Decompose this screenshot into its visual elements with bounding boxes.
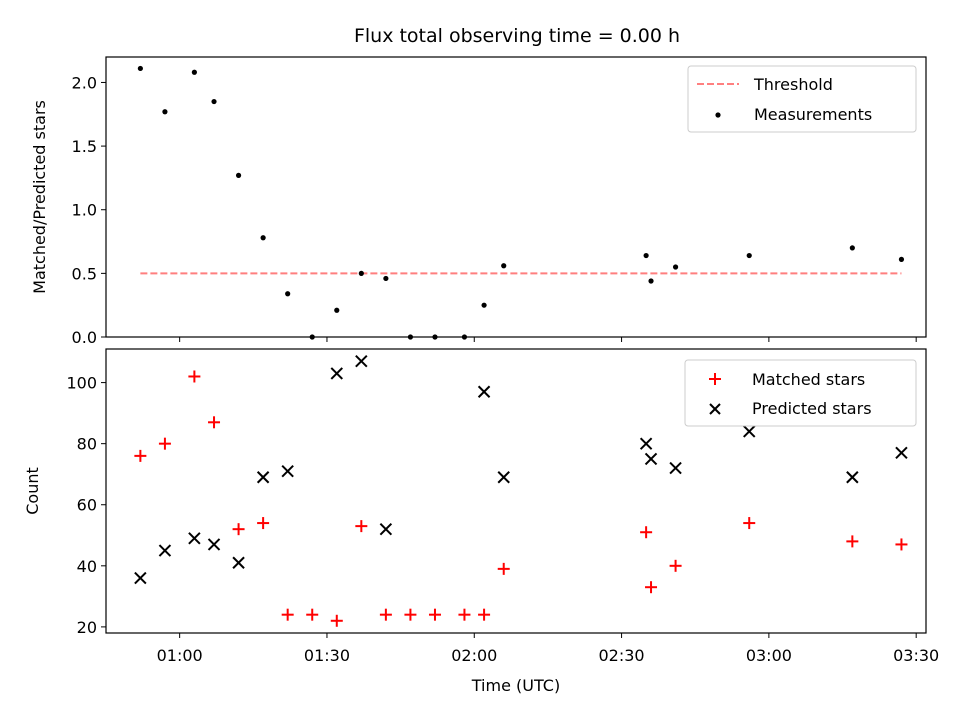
matched-stars-point	[497, 562, 510, 575]
legend-measurements-label: Measurements	[754, 105, 872, 124]
matched-stars-point	[306, 608, 319, 621]
y-tick-label: 60	[77, 496, 97, 515]
matched-stars-point	[640, 526, 653, 539]
measurement-point	[235, 172, 242, 178]
matched-stars-point	[330, 614, 343, 627]
matched-stars-point	[428, 608, 441, 621]
matched-stars-point	[895, 538, 908, 551]
measurement-point	[648, 278, 654, 284]
legend-measurements-swatch	[715, 112, 721, 118]
measurement-point	[643, 252, 649, 259]
measurement-point	[481, 302, 487, 308]
predicted-stars-point	[281, 464, 294, 478]
y-tick-label: 1.0	[72, 201, 97, 220]
top-legend: Threshold Measurements	[687, 65, 917, 133]
measurement-point	[285, 291, 291, 297]
predicted-stars-point	[477, 385, 491, 398]
x-tick-label: 01:30	[304, 646, 350, 665]
predicted-stars-point	[355, 355, 368, 368]
predicted-stars-point	[134, 571, 147, 585]
bottom-axis-ticks: 20 40 60 80 100 01:00 01:30 02:00 02:30 03:00 03:3…	[66, 374, 939, 665]
matched-stars-point	[158, 437, 171, 450]
measurement-point	[672, 264, 679, 270]
matched-stars-point	[458, 608, 471, 621]
bottom-axes-frame	[105, 348, 927, 634]
measurement-point	[260, 235, 266, 241]
predicted-stars-point	[207, 538, 221, 551]
measurement-point	[162, 109, 168, 115]
legend-predicted-label: Predicted stars	[752, 399, 872, 418]
y-tick-label: 2.0	[72, 73, 97, 92]
measurement-point	[501, 263, 507, 269]
matched-stars-point	[257, 517, 270, 530]
measurement-point	[898, 256, 905, 262]
top-plot-area	[137, 65, 905, 340]
legend-threshold-label: Threshold	[753, 75, 833, 94]
matched-stars-point	[134, 449, 147, 462]
x-tick-label: 02:00	[451, 646, 497, 665]
matched-stars-point	[669, 559, 682, 572]
matched-stars-point	[846, 535, 859, 548]
predicted-stars-point	[846, 471, 859, 484]
top-axes-frame	[105, 56, 927, 338]
measurement-point	[383, 275, 389, 282]
matched-stars-point	[355, 520, 368, 533]
matched-stars-point	[478, 608, 491, 621]
measurement-point	[334, 307, 340, 313]
bottom-legend: Matched stars Predicted stars	[684, 359, 917, 427]
predicted-stars-point	[232, 556, 245, 569]
x-tick-label: 02:30	[599, 646, 645, 665]
x-tick-label: 03:30	[893, 646, 939, 665]
predicted-stars-point	[256, 471, 270, 484]
legend-matched-swatch	[709, 373, 721, 385]
matched-stars-point	[208, 416, 221, 429]
matched-stars-point	[379, 608, 392, 621]
matched-stars-point	[232, 523, 245, 536]
legend-predicted-swatch	[709, 403, 721, 415]
top-legend-box	[687, 65, 917, 133]
x-tick-label: 01:00	[157, 646, 203, 665]
measurement-point	[211, 98, 217, 105]
y-tick-label: 40	[77, 557, 97, 576]
y-tick-label: 0.0	[72, 328, 97, 347]
x-axis-label: Time (UTC)	[471, 676, 560, 695]
predicted-stars-point	[644, 452, 658, 466]
measurement-point	[358, 270, 364, 276]
y-tick-label: 80	[77, 435, 97, 454]
measurement-point	[849, 245, 855, 251]
x-tick-label: 03:00	[746, 646, 792, 665]
legend-matched-label: Matched stars	[752, 370, 865, 389]
measurement-point	[191, 69, 197, 75]
bottom-plot-area	[134, 355, 908, 627]
y-tick-label: 1.5	[72, 137, 97, 156]
predicted-stars-point	[497, 471, 510, 484]
bottom-legend-box	[684, 359, 917, 427]
matched-stars-point	[404, 608, 417, 621]
matched-stars-point	[645, 581, 658, 594]
y-tick-label: 100	[66, 374, 97, 393]
predicted-stars-point	[895, 446, 908, 460]
chart-title: Flux total observing time = 0.00 h	[354, 25, 680, 47]
predicted-stars-point	[379, 522, 393, 536]
predicted-stars-point	[669, 461, 682, 475]
matched-stars-point	[743, 517, 756, 530]
y-tick-label: 20	[77, 618, 97, 637]
top-y-axis-label: Matched/Predicted stars	[30, 100, 49, 294]
measurement-point	[746, 252, 752, 259]
predicted-stars-point	[639, 437, 653, 450]
matched-stars-point	[188, 370, 201, 383]
predicted-stars-point	[158, 544, 172, 557]
predicted-stars-point	[743, 425, 756, 438]
bottom-y-axis-label: Count	[23, 467, 42, 515]
top-axis-ticks: 0.0 0.5 1.0 1.5 2.0	[72, 73, 917, 347]
predicted-stars-point	[330, 367, 343, 380]
predicted-stars-point	[188, 532, 201, 545]
top-panel: 0.00.51.01.52.0 Matched/Predicted stars …	[30, 56, 927, 347]
measurement-point	[137, 65, 143, 72]
y-tick-label: 0.5	[72, 264, 97, 283]
matched-stars-point	[281, 608, 294, 621]
bottom-panel: 20 40 60 80 100 01:00 01:30 02:00 02:30 03:00 03:3…	[23, 348, 939, 695]
